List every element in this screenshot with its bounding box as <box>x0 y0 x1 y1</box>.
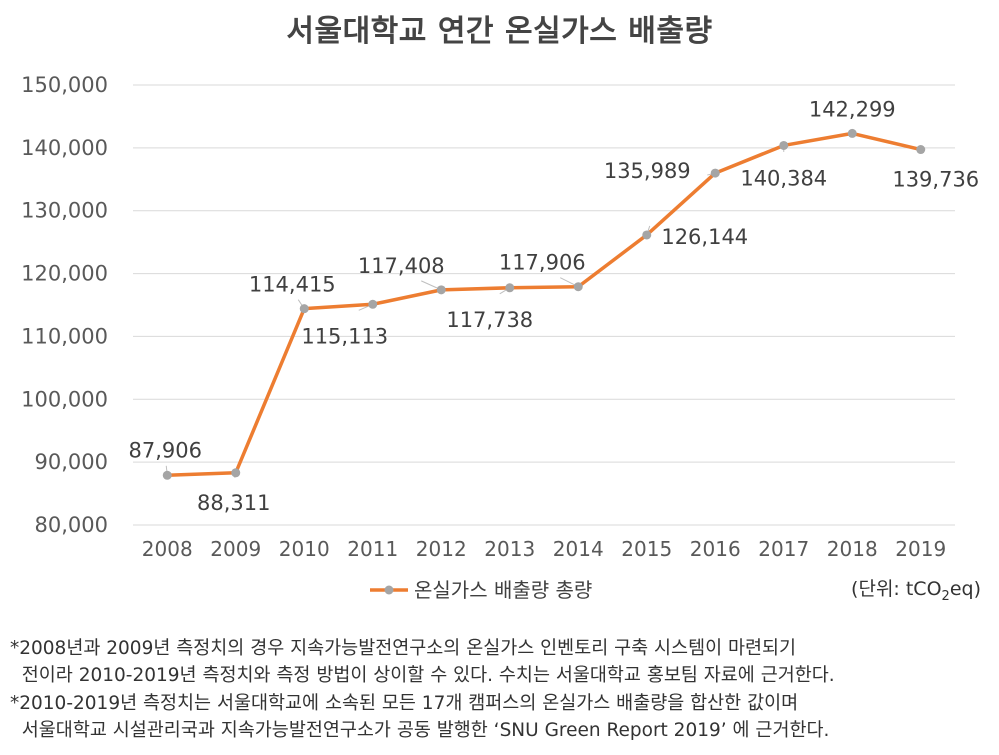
data-label: 139,736 <box>892 168 979 192</box>
data-label: 135,989 <box>604 159 691 183</box>
y-tick-label: 120,000 <box>21 262 108 286</box>
y-axis-ticks: 80,000 90,000 100,000 110,000 120,000 130,000… <box>21 73 108 537</box>
y-tick-label: 140,000 <box>21 136 108 160</box>
data-label: 140,384 <box>740 166 827 190</box>
x-tick-label: 2009 <box>210 537 261 561</box>
x-tick-label: 2008 <box>142 537 193 561</box>
data-point <box>573 282 583 292</box>
data-point <box>368 299 378 309</box>
data-labels: 87,906 88,311 114,415 115,113 117,408 117,738… <box>129 97 980 514</box>
x-tick-label: 2018 <box>827 537 878 561</box>
data-label: 114,415 <box>249 273 336 297</box>
x-tick-label: 2014 <box>553 537 604 561</box>
data-label: 88,311 <box>197 491 270 515</box>
data-label: 126,144 <box>661 225 748 249</box>
legend: 온실가스 배출량 총량 <box>370 578 592 602</box>
chart-title: 서울대학교 연간 온실가스 배출량 <box>286 14 713 49</box>
unit-label: (단위: tCO2eq) <box>851 578 981 604</box>
y-tick-label: 110,000 <box>21 324 108 348</box>
data-label: 115,113 <box>301 324 388 348</box>
data-point <box>710 168 720 178</box>
legend-swatch-marker <box>384 585 394 595</box>
data-point <box>505 283 515 293</box>
data-point <box>642 230 652 240</box>
x-tick-label: 2019 <box>895 537 946 561</box>
data-label: 87,906 <box>129 438 202 462</box>
footnote: *2010-2019년 측정치는 서울대학교에 소속된 모든 17개 캠퍼스의 … <box>10 693 830 741</box>
data-label: 117,738 <box>446 308 533 332</box>
data-point <box>916 145 926 155</box>
y-tick-label: 80,000 <box>35 513 108 537</box>
x-tick-label: 2012 <box>416 537 467 561</box>
y-tick-label: 90,000 <box>35 450 108 474</box>
gridlines <box>133 84 955 526</box>
x-tick-label: 2011 <box>347 537 398 561</box>
y-tick-label: 150,000 <box>21 73 108 97</box>
y-tick-label: 130,000 <box>21 199 108 223</box>
data-point <box>847 128 857 138</box>
footnote: *2008년과 2009년 측정치의 경우 지속가능발전연구소의 온실가스 인벤… <box>10 638 835 686</box>
data-point <box>779 140 789 150</box>
x-tick-label: 2010 <box>279 537 330 561</box>
series-layer <box>162 128 926 480</box>
y-tick-label: 100,000 <box>21 387 108 411</box>
legend-label: 온실가스 배출량 총량 <box>414 578 592 602</box>
x-tick-label: 2016 <box>690 537 741 561</box>
data-point <box>436 285 446 295</box>
x-tick-label: 2015 <box>621 537 672 561</box>
data-point <box>162 470 172 480</box>
x-tick-label: 2017 <box>758 537 809 561</box>
x-tick-label: 2013 <box>484 537 535 561</box>
data-point <box>299 304 309 314</box>
series-line <box>167 131 922 478</box>
line-chart: 80,000 90,000 100,000 110,000 120,000 130,000… <box>21 73 980 602</box>
data-label: 142,299 <box>809 97 896 121</box>
x-axis-ticks: 2008 2009 2010 2011 2012 2013 2014 2015 2016 2017… <box>142 537 946 561</box>
data-label: 117,408 <box>358 254 445 278</box>
data-point <box>231 468 241 478</box>
data-label: 117,906 <box>499 251 586 275</box>
